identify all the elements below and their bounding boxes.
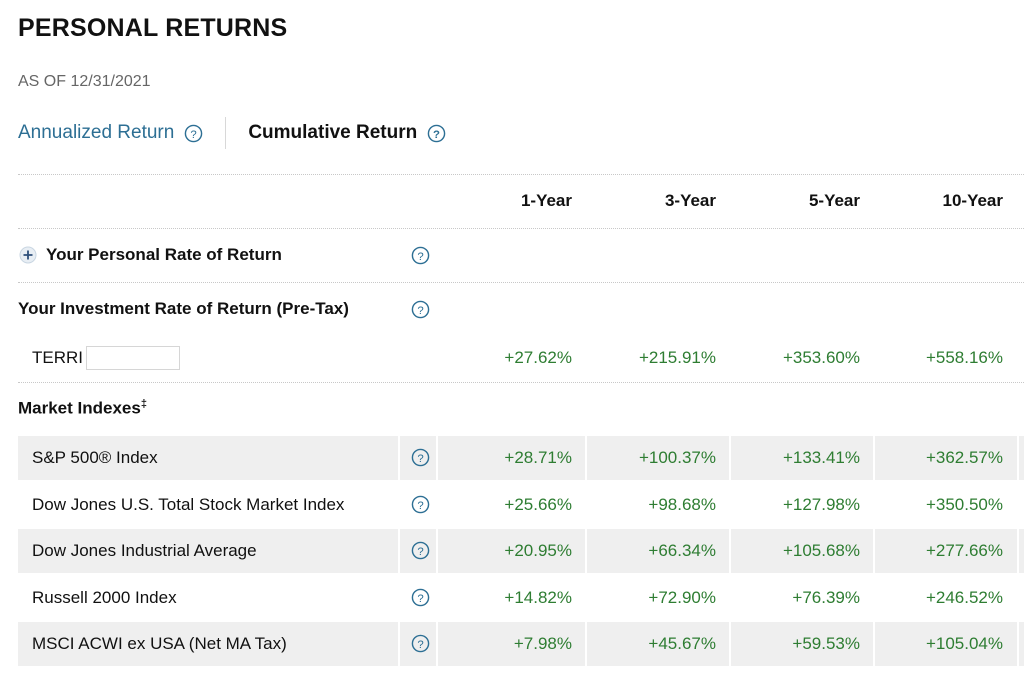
cell-separator <box>1017 622 1019 666</box>
personal-rate-label[interactable]: Your Personal Rate of Return <box>46 245 282 264</box>
cell-separator <box>873 622 875 666</box>
account-value-1-year: +27.62% <box>504 348 572 367</box>
footnote-marker: ‡ <box>140 398 147 410</box>
question-circle-icon[interactable]: ? <box>411 495 430 514</box>
index-value: +127.98% <box>782 495 860 514</box>
index-value: +277.66% <box>925 541 1003 560</box>
index-name: S&P 500® Index <box>32 448 158 467</box>
index-value: +246.52% <box>925 588 1003 607</box>
column-header-3-year: 3-Year <box>664 191 716 210</box>
cell-separator <box>398 529 400 573</box>
cell-separator <box>436 436 438 480</box>
cell-separator <box>585 436 587 480</box>
account-value-10-year: +558.16% <box>925 348 1003 367</box>
cell-separator <box>398 436 400 480</box>
tab-cumulative-return[interactable]: Cumulative Return ? <box>248 122 446 144</box>
index-name: Dow Jones U.S. Total Stock Market Index <box>32 495 345 514</box>
index-value: +350.50% <box>925 495 1003 514</box>
index-value: +133.41% <box>782 448 860 467</box>
tab-annualized-return[interactable]: Annualized Return ? <box>18 122 203 144</box>
question-circle-icon[interactable]: ? <box>411 246 430 265</box>
svg-text:?: ? <box>417 593 423 605</box>
question-circle-icon[interactable]: ? <box>411 300 430 319</box>
cell-separator <box>436 622 438 666</box>
tab-cumulative-label: Cumulative Return <box>248 122 418 143</box>
cell-separator <box>1017 529 1019 573</box>
index-value: +20.95% <box>504 541 572 560</box>
index-value: +100.37% <box>638 448 716 467</box>
page-title: PERSONAL RETURNS <box>18 14 288 42</box>
index-value: +7.98% <box>513 634 572 653</box>
market-indexes-text: Market Indexes <box>18 398 141 418</box>
index-name: Dow Jones Industrial Average <box>32 541 257 560</box>
index-value: +59.53% <box>792 634 860 653</box>
svg-text:?: ? <box>417 251 423 263</box>
svg-text:?: ? <box>417 305 423 317</box>
index-name: Russell 2000 Index <box>32 588 177 607</box>
index-value: +76.39% <box>792 588 860 607</box>
column-header-1-year: 1-Year <box>520 191 572 210</box>
svg-text:?: ? <box>417 546 423 558</box>
index-value: +105.68% <box>782 541 860 560</box>
table-row-background <box>18 622 1024 666</box>
question-circle-icon[interactable]: ? <box>184 124 203 143</box>
index-value: +105.04% <box>925 634 1003 653</box>
cell-separator <box>873 436 875 480</box>
return-type-tabs: Annualized Return ? Cumulative Return ? <box>18 117 446 149</box>
column-header-10-year: 10-Year <box>942 191 1004 210</box>
index-name: MSCI ACWI ex USA (Net MA Tax) <box>32 634 287 653</box>
cell-separator <box>1017 436 1019 480</box>
table-row-background <box>18 436 1024 480</box>
question-circle-icon[interactable]: ? <box>411 448 430 467</box>
cell-separator <box>873 529 875 573</box>
cell-separator <box>436 529 438 573</box>
investment-rate-label: Your Investment Rate of Return (Pre-Tax) <box>18 299 349 318</box>
question-circle-icon[interactable]: ? <box>411 588 430 607</box>
svg-text:?: ? <box>417 500 423 512</box>
index-value: +25.66% <box>504 495 572 514</box>
column-header-5-year: 5-Year <box>808 191 860 210</box>
tab-divider <box>225 117 227 149</box>
account-name: TERRI <box>32 348 83 367</box>
cell-separator <box>398 622 400 666</box>
index-value: +45.67% <box>648 634 716 653</box>
svg-text:?: ? <box>417 639 423 651</box>
index-value: +66.34% <box>648 541 716 560</box>
as-of-date: AS OF 12/31/2021 <box>18 73 151 90</box>
divider <box>18 228 1024 229</box>
cell-separator <box>729 436 731 480</box>
market-indexes-label: Market Indexes‡ <box>18 398 147 419</box>
index-value: +362.57% <box>925 448 1003 467</box>
index-value: +14.82% <box>504 588 572 607</box>
tab-annualized-label: Annualized Return <box>18 122 175 143</box>
index-value: +28.71% <box>504 448 572 467</box>
svg-text:?: ? <box>191 128 197 140</box>
cell-separator <box>585 622 587 666</box>
svg-text:?: ? <box>417 453 423 465</box>
question-circle-icon[interactable]: ? <box>427 124 446 143</box>
divider <box>18 174 1024 175</box>
divider <box>18 282 1024 283</box>
question-circle-icon[interactable]: ? <box>411 541 430 560</box>
table-row-background <box>18 529 1024 573</box>
divider <box>18 382 1024 383</box>
account-value-5-year: +353.60% <box>782 348 860 367</box>
question-circle-icon[interactable]: ? <box>411 634 430 653</box>
index-value: +98.68% <box>648 495 716 514</box>
cell-separator <box>585 529 587 573</box>
redacted-account-number <box>86 346 180 370</box>
plus-circle-icon[interactable] <box>19 246 37 264</box>
index-value: +72.90% <box>648 588 716 607</box>
svg-text:?: ? <box>433 128 440 140</box>
cell-separator <box>729 529 731 573</box>
cell-separator <box>729 622 731 666</box>
account-value-3-year: +215.91% <box>638 348 716 367</box>
